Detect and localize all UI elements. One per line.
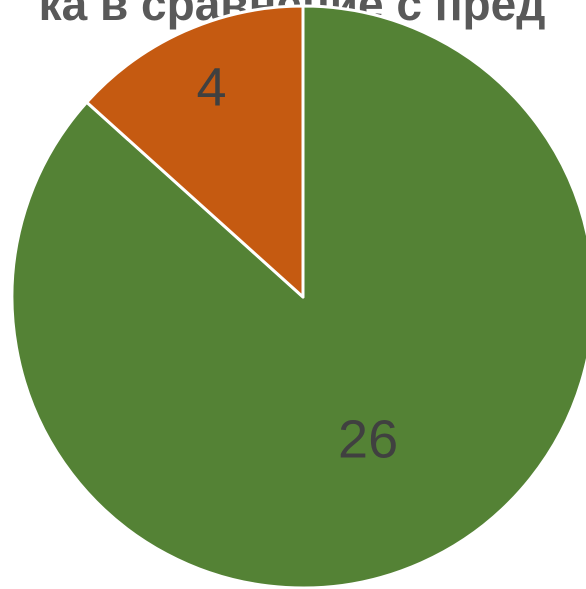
data-label: 4	[196, 58, 226, 118]
data-label: 26	[338, 409, 398, 469]
pie-slice	[10, 4, 586, 589]
pie-slice	[85, 4, 305, 299]
